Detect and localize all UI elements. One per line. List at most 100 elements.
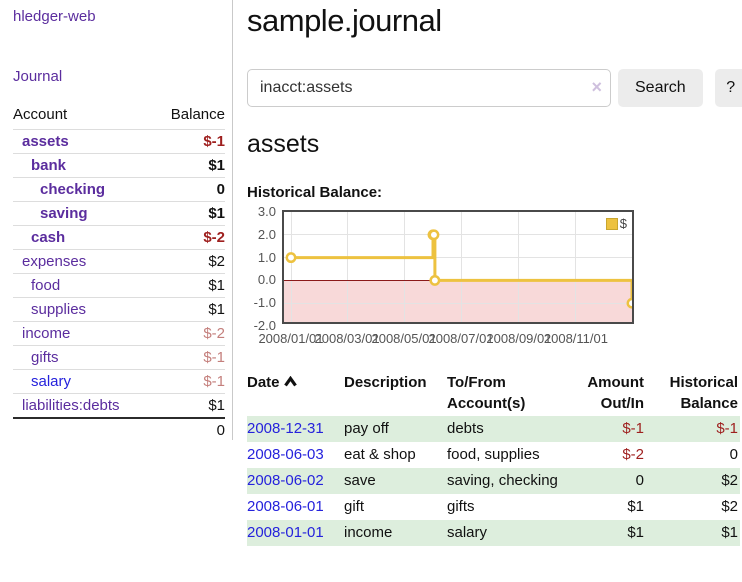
accounts-header-row: Account Balance bbox=[13, 101, 225, 130]
register-header-row: Date Description To/From Account(s) Amou… bbox=[247, 370, 740, 416]
app-title-link[interactable]: hledger-web bbox=[13, 8, 96, 25]
account-row: cash $-2 bbox=[13, 225, 225, 250]
register-header-amount: Amount Out/In bbox=[587, 374, 644, 412]
account-row: expenses $2 bbox=[13, 249, 225, 274]
vertical-gridline bbox=[575, 212, 577, 322]
sidebar-account-link[interactable]: food bbox=[31, 277, 61, 294]
register-date-cell: 2008-06-01 bbox=[247, 494, 344, 520]
page-title: sample.journal bbox=[247, 3, 442, 38]
sidebar: hledger-web Journal Account Balance asse… bbox=[0, 0, 233, 440]
search-box: × bbox=[247, 69, 611, 107]
sidebar-account-link[interactable]: bank bbox=[31, 157, 67, 174]
account-balance: $-1 bbox=[203, 373, 225, 390]
register-balance-cell: $1 bbox=[721, 524, 738, 541]
account-name-cell: liabilities:debts bbox=[13, 394, 154, 419]
account-name-cell: income bbox=[13, 322, 154, 346]
account-heading: assets bbox=[247, 130, 320, 158]
transaction-date-link[interactable]: 2008-12-31 bbox=[247, 420, 324, 437]
clear-search-icon[interactable]: × bbox=[591, 77, 602, 97]
sidebar-account-link[interactable]: salary bbox=[31, 373, 72, 390]
account-row: gifts $-1 bbox=[13, 345, 225, 370]
register-description-cell: eat & shop bbox=[344, 446, 416, 463]
data-point bbox=[428, 229, 440, 241]
register-row: 2008-06-03 eat & shop food, supplies $-2 0 bbox=[247, 442, 740, 468]
register-row: 2008-06-01 gift gifts $1 $2 bbox=[247, 494, 740, 520]
sidebar-account-link[interactable]: saving bbox=[40, 205, 88, 222]
sidebar-account-link[interactable]: expenses bbox=[22, 253, 87, 270]
help-button[interactable]: ? bbox=[714, 69, 742, 107]
register-balance-cell: $2 bbox=[721, 498, 738, 515]
register-amount-cell: $-2 bbox=[622, 446, 644, 463]
account-balance: $-2 bbox=[203, 325, 225, 342]
transaction-date-link[interactable]: 2008-01-01 bbox=[247, 524, 324, 541]
account-row: liabilities:debts $1 bbox=[13, 393, 225, 419]
account-name-cell: expenses bbox=[13, 250, 154, 274]
account-name-cell: supplies bbox=[13, 298, 154, 322]
x-axis-tick-label: 2008/09/01 bbox=[486, 331, 552, 346]
search-bar: × Search ? bbox=[247, 69, 742, 107]
sidebar-nav: Journal bbox=[13, 68, 224, 85]
data-point bbox=[626, 297, 632, 309]
account-balance: $-1 bbox=[203, 133, 225, 150]
register-accounts-cell: gifts bbox=[447, 498, 475, 515]
step-line bbox=[291, 233, 632, 304]
sidebar-account-link[interactable]: assets bbox=[22, 133, 69, 150]
register-balance-cell: 0 bbox=[729, 446, 738, 463]
sidebar-account-link[interactable]: liabilities:debts bbox=[22, 397, 120, 414]
x-axis-tick-label: 2008/01/01 bbox=[258, 331, 324, 346]
transaction-date-link[interactable]: 2008-06-02 bbox=[247, 472, 324, 489]
horizontal-gridline bbox=[284, 234, 632, 236]
register-balance-cell: $2 bbox=[721, 472, 738, 489]
register-date-cell: 2008-06-03 bbox=[247, 442, 344, 468]
account-row: income $-2 bbox=[13, 321, 225, 346]
accounts-total-row: 0 bbox=[13, 418, 225, 442]
account-row: salary $-1 bbox=[13, 369, 225, 394]
app-window: hledger-web Journal Account Balance asse… bbox=[0, 0, 742, 546]
register-balance-cell: $-1 bbox=[716, 420, 738, 437]
accounts-header-account: Account bbox=[13, 106, 68, 123]
register-date-cell: 2008-12-31 bbox=[247, 416, 344, 442]
date-header-label: Date bbox=[247, 374, 280, 391]
legend-label: $ bbox=[619, 216, 627, 231]
x-axis-tick-label: 2008/11/01 bbox=[543, 331, 608, 346]
accounts-table: Account Balance assets $-1 bank $1 checking 0… bbox=[13, 101, 225, 442]
register-header-balance: Historical Balance bbox=[669, 374, 738, 412]
register-header-date[interactable]: Date bbox=[247, 370, 344, 416]
y-axis-tick-label: 2.0 bbox=[257, 226, 276, 242]
account-name-cell: bank bbox=[13, 154, 154, 178]
y-axis-tick-label: 0.0 bbox=[257, 272, 276, 288]
sidebar-item-journal[interactable]: Journal bbox=[13, 68, 63, 85]
chart-title: Historical Balance: bbox=[247, 184, 383, 201]
sidebar-account-link[interactable]: supplies bbox=[31, 301, 87, 318]
y-axis-tick-label: -1.0 bbox=[253, 295, 276, 311]
account-balance: $1 bbox=[208, 277, 225, 294]
register-description-cell: save bbox=[344, 472, 376, 489]
account-balance: $-1 bbox=[203, 349, 225, 366]
sidebar-account-link[interactable]: income bbox=[22, 325, 71, 342]
account-name-cell: saving bbox=[13, 202, 154, 226]
horizontal-gridline bbox=[284, 257, 632, 259]
account-name-cell: cash bbox=[13, 226, 154, 250]
search-button[interactable]: Search bbox=[618, 69, 703, 107]
register-amount-cell: $1 bbox=[627, 524, 644, 541]
sidebar-account-link[interactable]: cash bbox=[31, 229, 66, 246]
register-body: 2008-12-31 pay off debts $-1 $-1 2008-06-03 ea… bbox=[247, 416, 740, 546]
y-axis-tick-label: -2.0 bbox=[253, 318, 276, 333]
register-header-accounts: To/From Account(s) bbox=[447, 374, 526, 412]
sidebar-account-link[interactable]: checking bbox=[40, 181, 106, 198]
accounts-total-spacer bbox=[13, 418, 154, 442]
transaction-date-link[interactable]: 2008-06-01 bbox=[247, 498, 324, 515]
register-date-cell: 2008-06-02 bbox=[247, 468, 344, 494]
register-row: 2008-06-02 save saving, checking 0 $2 bbox=[247, 468, 740, 494]
account-name-cell: salary bbox=[13, 370, 154, 394]
vertical-gridline bbox=[403, 212, 405, 322]
data-point bbox=[429, 274, 441, 286]
search-input[interactable] bbox=[247, 69, 611, 107]
account-balance: $1 bbox=[208, 301, 225, 318]
legend-swatch-icon bbox=[605, 217, 618, 230]
chart-legend: $ bbox=[605, 216, 627, 231]
sort-ascending-icon bbox=[283, 375, 297, 387]
x-axis-tick-label: 2008/07/01 bbox=[428, 331, 494, 346]
sidebar-account-link[interactable]: gifts bbox=[31, 349, 59, 366]
transaction-date-link[interactable]: 2008-06-03 bbox=[247, 446, 324, 463]
